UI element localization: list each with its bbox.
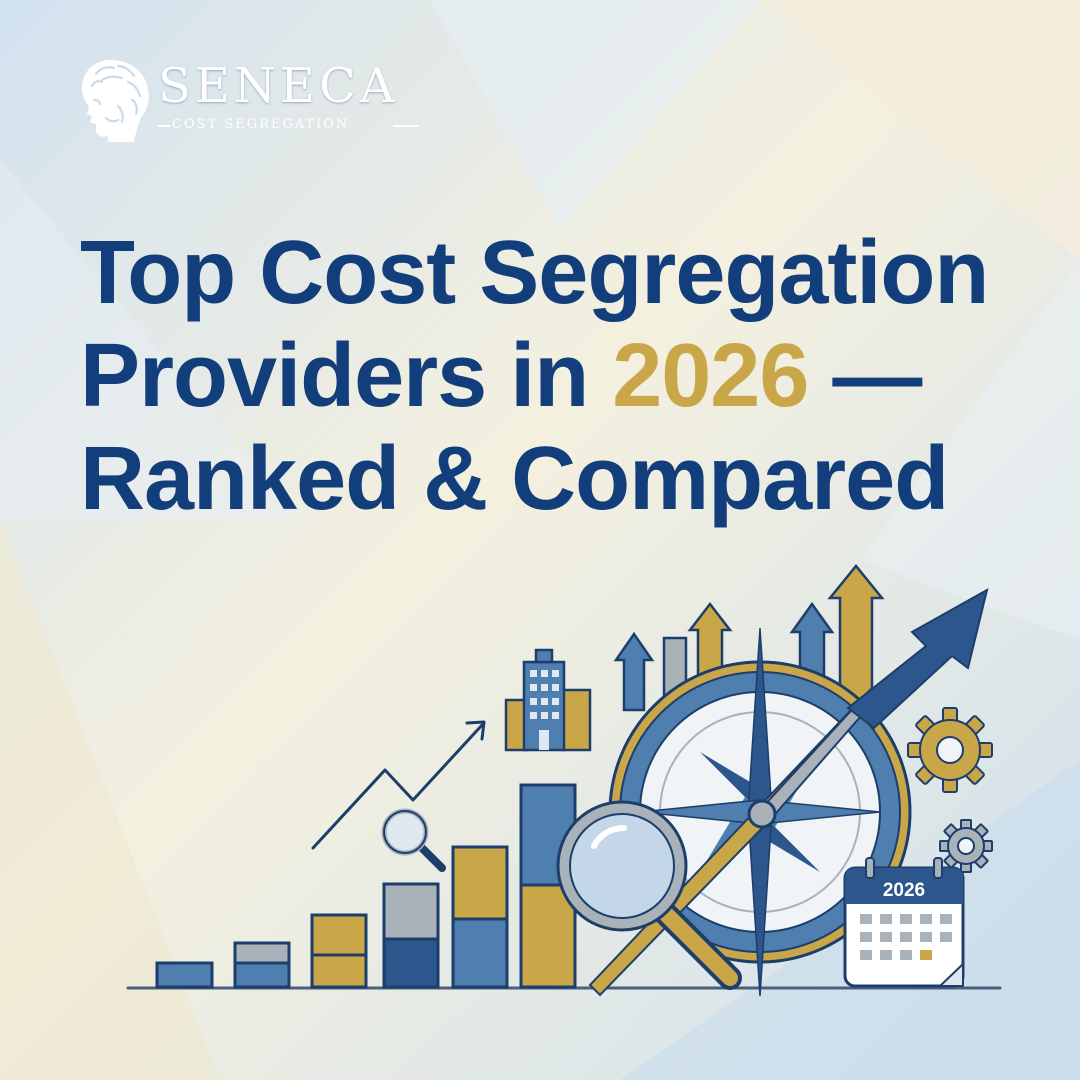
building-icon (504, 648, 592, 752)
tagline-rule-left (158, 125, 170, 127)
small-gear-icon (939, 819, 993, 873)
bar-2-top (233, 941, 291, 965)
title-line-1: Top Cost Segregation (80, 223, 989, 323)
bar-3-top (310, 913, 368, 957)
growth-arrow-icon (846, 588, 989, 730)
small-magnifier-icon (381, 808, 446, 872)
page-title: Top Cost Segregation Providers in 2026 —… (80, 222, 1040, 531)
bar-5 (451, 917, 509, 989)
bar-3 (310, 953, 368, 989)
trend-line-icon (311, 720, 486, 850)
title-line-2-end: — (808, 326, 922, 426)
gear-icon (907, 707, 993, 793)
title-year-accent: 2026 (612, 326, 809, 426)
calendar-icon: 2026 (843, 857, 965, 988)
bar-1 (155, 961, 214, 989)
compass-icon (588, 627, 912, 997)
bar-2 (233, 961, 291, 989)
title-line-2: Providers in 2026 — (80, 325, 1040, 428)
calendar-year: 2026 (883, 880, 925, 901)
bar-chart-icon (155, 783, 577, 989)
philosopher-bust-icon (82, 60, 149, 142)
brand-logo[interactable]: SENECA COST SEGREGATION (72, 56, 432, 146)
growth-illustration: 2026 (126, 564, 1002, 997)
tagline-rule-right (393, 125, 419, 127)
title-line-2-start: Providers in (80, 326, 613, 426)
bar-5-top (451, 845, 509, 921)
bar-6 (519, 883, 577, 989)
bar-4-top (382, 882, 440, 941)
title-line-3: Ranked & Compared (80, 429, 949, 529)
brand-name: SENECA (158, 58, 399, 114)
magnifier-icon (556, 800, 742, 990)
bar-4 (382, 937, 440, 989)
brand-tagline: COST SEGREGATION (172, 117, 350, 132)
